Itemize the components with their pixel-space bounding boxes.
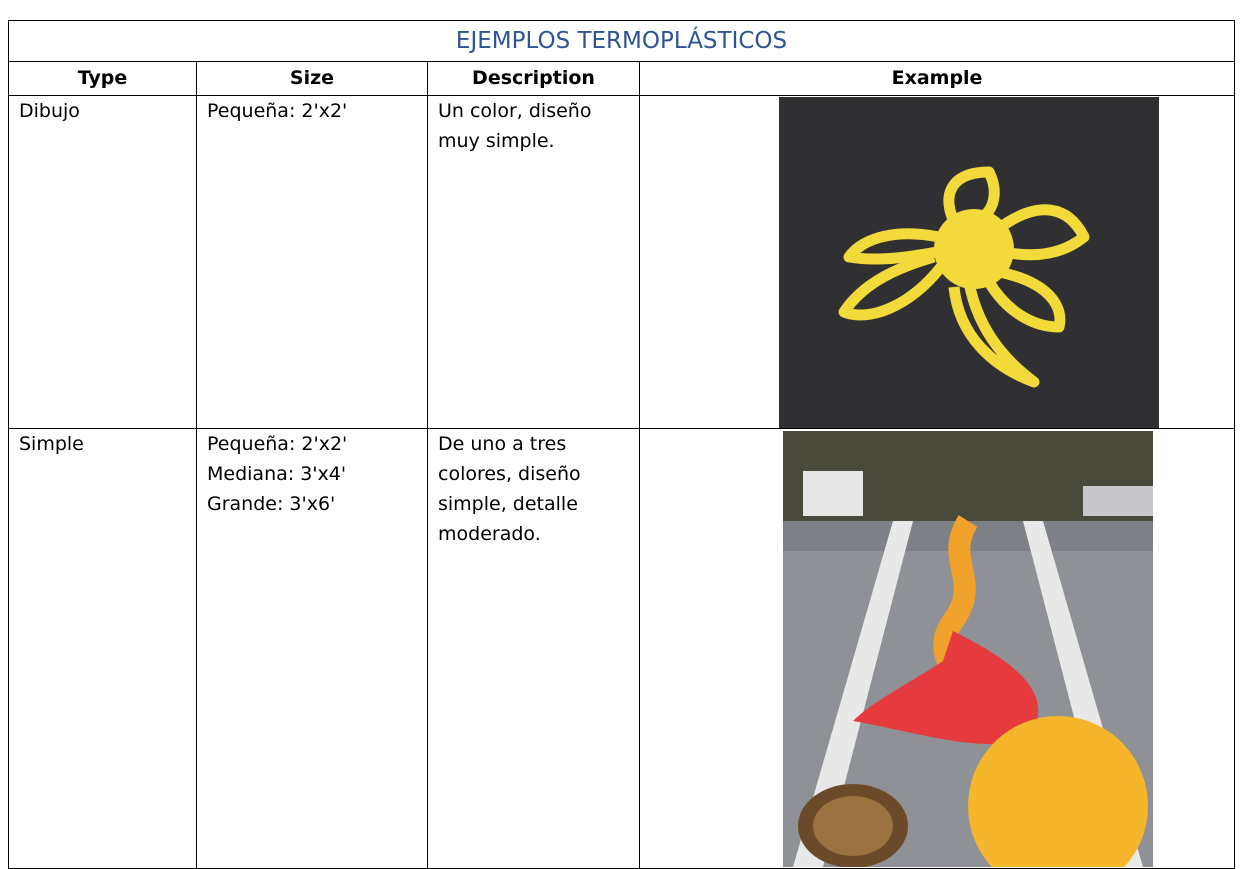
example-cell xyxy=(638,95,1236,429)
description-cell: Un color, diseño muy simple. xyxy=(427,95,640,429)
header-cell: Size xyxy=(196,61,428,96)
description-line: muy simple. xyxy=(438,130,555,152)
description-line: Un color, diseño xyxy=(438,100,592,122)
size-line: Pequeña: 2'x2' xyxy=(207,433,348,455)
description-line: colores, diseño xyxy=(438,463,581,485)
description-line: De uno a tres xyxy=(438,433,567,455)
size-line: Mediana: 3'x4' xyxy=(207,463,347,485)
example-cell xyxy=(638,428,1236,869)
table-title: EJEMPLOS TERMOPLÁSTICOS xyxy=(7,20,1236,62)
header-cell: Example xyxy=(638,61,1236,96)
size-line: Pequeña: 2'x2' xyxy=(207,100,348,122)
size-cell: Pequeña: 2'x2' xyxy=(196,95,428,429)
table: EJEMPLOS TERMOPLÁSTICOS Type Size Descri… xyxy=(7,20,1236,869)
description-cell: De uno a tres colores, diseño simple, deta… xyxy=(427,428,640,869)
type-cell: Simple xyxy=(8,428,197,869)
example-image xyxy=(783,431,1153,867)
header-cell: Description xyxy=(427,61,640,96)
size-cell: Pequeña: 2'x2' Mediana: 3'x4' Grande: 3'x6… xyxy=(196,428,428,869)
header-cell: Type xyxy=(8,61,197,96)
description-line: moderado. xyxy=(438,523,541,545)
type-cell: Dibujo xyxy=(8,95,197,429)
description-line: simple, detalle xyxy=(438,493,578,515)
size-line: Grande: 3'x6' xyxy=(207,493,336,515)
example-image xyxy=(779,97,1159,428)
